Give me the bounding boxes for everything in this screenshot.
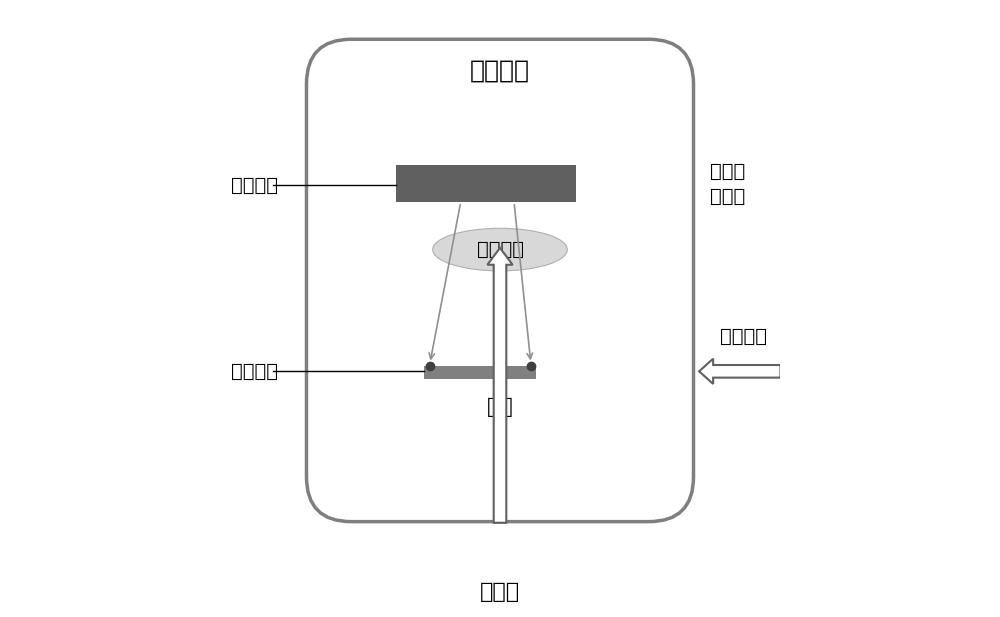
Text: 真空泵: 真空泵 [480,582,520,602]
Text: 反应气体: 反应气体 [720,327,767,346]
Text: 高纯溅
射铝靶: 高纯溅 射铝靶 [710,162,746,206]
Text: 加热电源: 加热电源 [231,362,278,381]
Text: 基体: 基体 [487,397,513,416]
FancyBboxPatch shape [306,39,694,521]
Bar [396,165,576,202]
Bar [424,366,536,379]
Text: 等离子体: 等离子体 [477,240,524,259]
Text: 真空腔体: 真空腔体 [470,58,530,82]
Ellipse shape [433,228,567,271]
FancyArrow shape [699,358,780,384]
Text: 溅射电源: 溅射电源 [231,176,278,194]
FancyArrow shape [487,248,513,523]
